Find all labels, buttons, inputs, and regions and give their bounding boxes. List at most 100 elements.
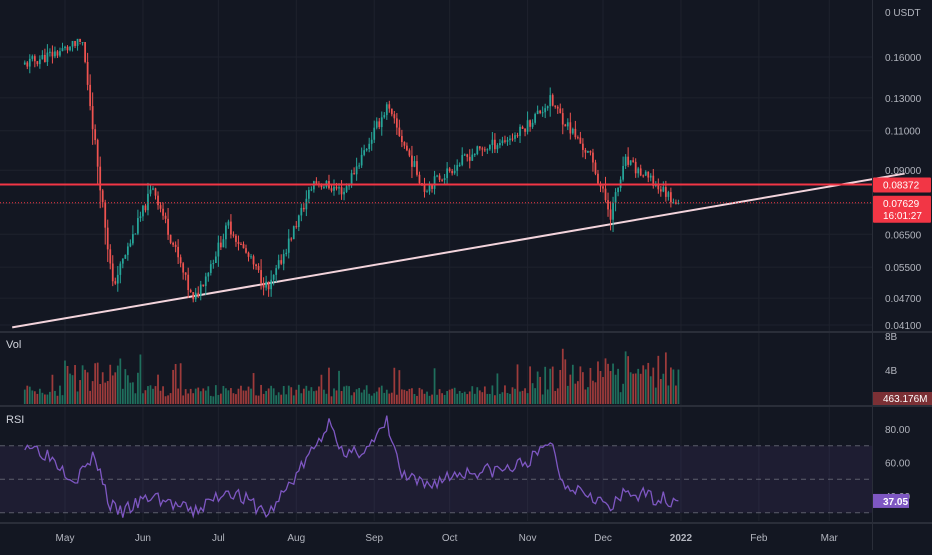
rsi-tick-label: 60.00 (885, 459, 910, 470)
volume-bar (654, 387, 657, 404)
trendline[interactable] (12, 172, 905, 329)
candle-body (534, 114, 537, 123)
candle-body (217, 242, 220, 257)
volume-bar (488, 393, 491, 404)
candle-body (574, 128, 577, 138)
time-tick-label: Feb (750, 533, 768, 544)
volume-bar (240, 385, 242, 404)
volume-bar (227, 390, 230, 404)
volume-bar (438, 389, 441, 404)
volume-bar (204, 390, 207, 404)
volume-bar (345, 385, 348, 404)
trendline-segment[interactable] (12, 172, 905, 329)
candle-body (466, 154, 469, 157)
time-tick-label: Dec (594, 533, 612, 544)
candle-body (250, 256, 252, 258)
volume-bar (119, 358, 122, 404)
candle-body (456, 165, 459, 171)
volume-bar (340, 391, 343, 404)
candle-body (395, 118, 398, 128)
candle-body (162, 208, 164, 216)
candle-body (134, 233, 137, 235)
volume-last-label: 463.176M (883, 394, 927, 405)
candle-body (536, 110, 539, 115)
candle-body (544, 108, 547, 113)
volume-bar (64, 360, 66, 404)
volume-bar (214, 385, 217, 404)
candle-body (360, 154, 363, 166)
volume-bar (413, 393, 416, 404)
volume-bar (36, 393, 39, 404)
candle-body (677, 202, 680, 204)
candle-body (139, 216, 142, 219)
candle-body (157, 195, 159, 206)
volume-bar (524, 388, 526, 404)
volume-bar (446, 391, 449, 404)
candle-body (252, 256, 255, 265)
volume-bar (426, 391, 428, 404)
candle-body (99, 166, 102, 191)
volume-bar (348, 386, 350, 404)
time-tick-label: Sep (365, 533, 383, 544)
volume-bar (335, 390, 338, 404)
candle-body (305, 198, 308, 210)
volume-bar (169, 393, 172, 404)
candle-body (526, 120, 529, 132)
candle-body (446, 168, 449, 179)
volume-bar (262, 393, 265, 404)
volume-bar (270, 385, 273, 404)
volume-bar (328, 367, 330, 404)
price-tick-label: 0.04700 (885, 294, 922, 305)
candle-body (664, 187, 667, 197)
candle-body (579, 137, 582, 144)
candle-body (385, 104, 388, 116)
time-tick-label: Oct (442, 533, 458, 544)
candle-body (483, 149, 486, 151)
candle-body (582, 143, 584, 150)
volume-bar (235, 394, 237, 404)
volume-bar (597, 361, 599, 404)
volume-bar (649, 376, 652, 404)
volume-bar (521, 390, 524, 404)
time-axis[interactable]: May Jun Jul Aug Sep Oct Nov Dec 2022 Feb Mar (56, 533, 839, 544)
candle-body (330, 188, 333, 191)
volume-bar (121, 388, 124, 404)
candle-body (184, 272, 187, 275)
volume-bar (358, 387, 361, 404)
volume-bar (519, 391, 521, 404)
candle-body (443, 178, 446, 181)
volume-bar (96, 362, 99, 404)
volume-bar (370, 395, 373, 404)
candle-body (506, 140, 509, 142)
candle-body (669, 192, 672, 203)
candle-body (529, 120, 531, 127)
volume-bar (365, 385, 368, 404)
volume-bar (556, 388, 559, 404)
price-axis[interactable]: 0 USDT 0.04100 0.04700 0.05500 0.06500 0.0900… (873, 8, 932, 508)
volume-bar (672, 369, 675, 404)
volume-bar (230, 388, 232, 404)
candle-body (639, 168, 642, 176)
candle-body (569, 122, 572, 134)
candle-body (76, 38, 79, 46)
candle-body (59, 51, 61, 56)
volume-bar (74, 365, 76, 404)
volume-bar (675, 385, 677, 404)
candle-body (521, 126, 524, 129)
candle-body (242, 244, 245, 249)
candle-body (81, 42, 84, 44)
candle-body (370, 139, 373, 144)
volume-bar (129, 382, 132, 404)
candle-body (189, 290, 192, 293)
volume-bar (516, 364, 519, 404)
pane-titles: Vol RSI (6, 339, 24, 426)
volume-bar (131, 382, 134, 404)
volume-bar (104, 382, 107, 404)
volume-bar (320, 374, 323, 404)
volume-bar (501, 392, 504, 404)
volume-bar (554, 390, 557, 404)
volume-bar (242, 390, 245, 404)
